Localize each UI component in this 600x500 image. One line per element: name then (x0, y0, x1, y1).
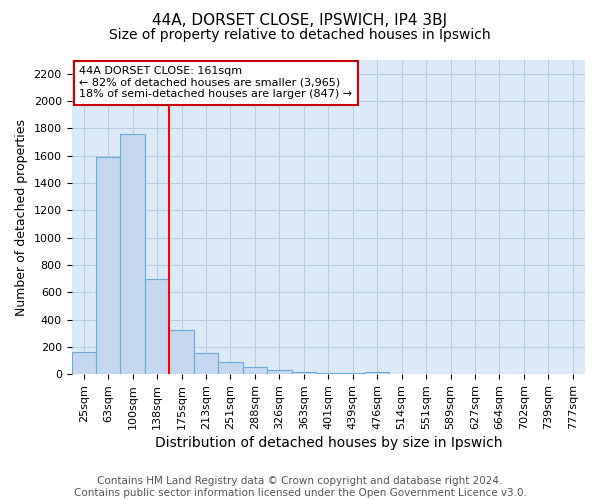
Bar (145, 278, 169, 374)
Bar (292, 372, 316, 374)
Text: Size of property relative to detached houses in Ipswich: Size of property relative to detached ho… (109, 28, 491, 42)
Y-axis label: Number of detached properties: Number of detached properties (15, 118, 28, 316)
Bar (71, 352, 96, 374)
Bar (96, 157, 121, 374)
Bar (340, 373, 365, 374)
Text: 44A DORSET CLOSE: 161sqm
← 82% of detached houses are smaller (3,965)
18% of sem: 44A DORSET CLOSE: 161sqm ← 82% of detach… (79, 66, 352, 100)
Text: Contains HM Land Registry data © Crown copyright and database right 2024.
Contai: Contains HM Land Registry data © Crown c… (74, 476, 526, 498)
Bar (169, 330, 194, 374)
X-axis label: Distribution of detached houses by size in Ipswich: Distribution of detached houses by size … (155, 436, 502, 450)
Bar (267, 370, 292, 374)
Text: 44A, DORSET CLOSE, IPSWICH, IP4 3BJ: 44A, DORSET CLOSE, IPSWICH, IP4 3BJ (152, 12, 448, 28)
Bar (194, 353, 218, 374)
Bar (316, 373, 340, 374)
Bar (218, 362, 242, 374)
Bar (365, 372, 389, 374)
Bar (121, 134, 145, 374)
Bar (242, 368, 267, 374)
